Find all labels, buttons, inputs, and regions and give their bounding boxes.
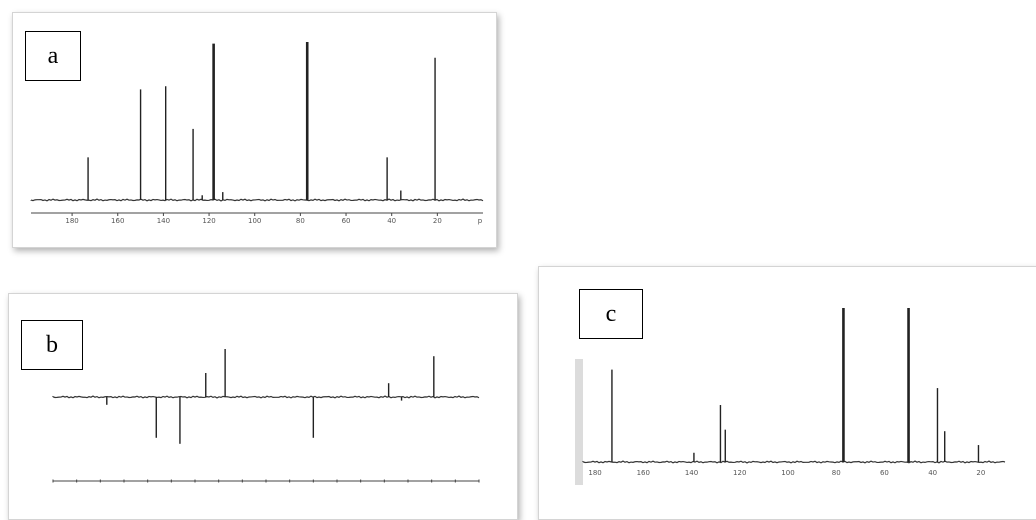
spectrum-a-plot: 180 160 140 120 100 80 60 40 20 p [30,42,484,225]
x-tick-label: 100 [248,217,261,225]
x-tick-label: 60 [880,469,889,477]
spectrum-panel-a: 180 160 140 120 100 80 60 40 20 p a [12,12,497,248]
panel-label-c: c [579,289,643,339]
x-tick-label: 100 [781,469,794,477]
x-tick-label: 140 [685,469,698,477]
x-tick-label: 80 [296,217,305,225]
spectrum-baseline [52,395,480,399]
x-tick-label: 60 [342,217,351,225]
panel-label-b: b [21,320,83,370]
x-tick-label: 140 [157,217,170,225]
x-tick-label: 40 [387,217,396,225]
spectrum-baseline [30,198,484,202]
left-margin-strip [575,359,583,485]
x-tick-label: 160 [111,217,124,225]
x-tick-label: 160 [637,469,650,477]
spectrum-panel-b: b [8,293,518,520]
spectrum-baseline [582,460,1006,464]
spectrum-panel-c: 180 160 140 120 100 80 60 40 20 c [538,266,1036,520]
x-tick-label: 120 [733,469,746,477]
x-tick-label: 20 [976,469,985,477]
x-tick-label: 80 [832,469,841,477]
spectrum-c-plot: 180 160 140 120 100 80 60 40 20 [582,308,1006,477]
x-tick-label: 120 [202,217,215,225]
x-tick-label: 180 [65,217,78,225]
panel-label-a: a [25,31,81,81]
spectrum-b-plot [52,349,480,483]
x-axis-end-label: p [478,217,483,225]
x-tick-label: 180 [588,469,601,477]
x-tick-label: 40 [928,469,937,477]
x-tick-label: 20 [433,217,442,225]
